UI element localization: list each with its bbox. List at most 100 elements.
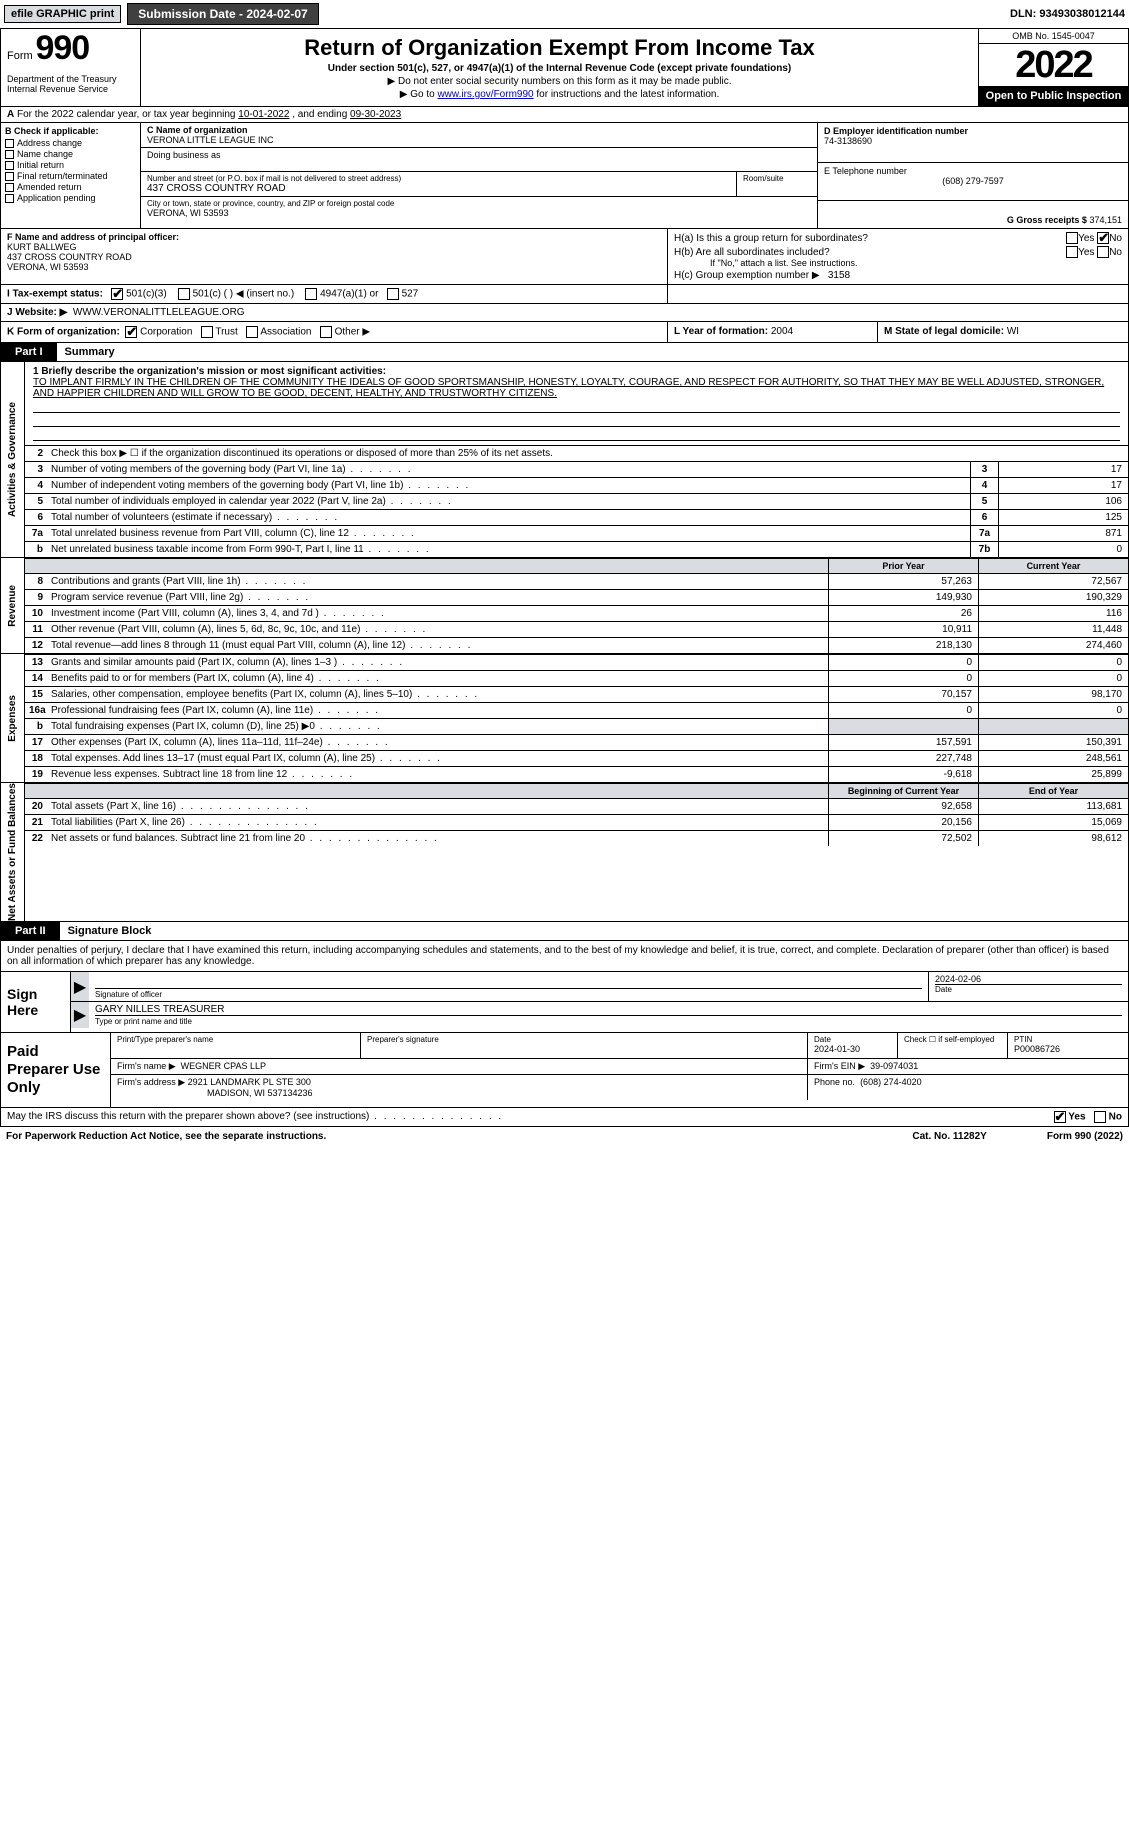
domicile-label: M State of legal domicile: bbox=[884, 326, 1004, 337]
part-2-tab: Part II bbox=[1, 922, 60, 940]
entity-block: B Check if applicable: Address change Na… bbox=[0, 123, 1129, 229]
efile-tag: efile GRAPHIC print bbox=[4, 5, 121, 23]
box-b: B Check if applicable: Address change Na… bbox=[1, 123, 141, 228]
line-6: 6 Total number of volunteers (estimate i… bbox=[25, 509, 1128, 525]
hdr-beginning: Beginning of Current Year bbox=[828, 784, 978, 798]
firm-name-label: Firm's name ▶ bbox=[117, 1061, 176, 1071]
signature-intro: Under penalties of perjury, I declare th… bbox=[0, 941, 1129, 972]
chk-app-pending[interactable]: Application pending bbox=[5, 193, 136, 203]
discuss-no[interactable] bbox=[1094, 1111, 1106, 1123]
firm-phone-value: (608) 274-4020 bbox=[860, 1077, 922, 1087]
chk-trust[interactable] bbox=[201, 326, 213, 338]
chk-501c3[interactable] bbox=[111, 288, 123, 300]
dln-label: DLN: 93493038012144 bbox=[1010, 8, 1125, 20]
website-value: WWW.VERONALITTLELEAGUE.ORG bbox=[73, 307, 245, 318]
submission-date-button[interactable]: Submission Date - 2024-02-07 bbox=[127, 3, 318, 25]
gross-receipts-label: G Gross receipts $ bbox=[1007, 215, 1087, 225]
section-expenses: Expenses 13 Grants and similar amounts p… bbox=[0, 654, 1129, 783]
cat-number: Cat. No. 11282Y bbox=[912, 1131, 986, 1142]
firm-addr1: 2921 LANDMARK PL STE 300 bbox=[188, 1077, 311, 1087]
chk-501c[interactable] bbox=[178, 288, 190, 300]
part-1-tab: Part I bbox=[1, 343, 57, 361]
dept-label: Department of the Treasury Internal Reve… bbox=[7, 74, 134, 94]
chk-corporation[interactable] bbox=[125, 326, 137, 338]
ein-label: D Employer identification number bbox=[824, 126, 968, 136]
box-d-e-g: D Employer identification number 74-3138… bbox=[818, 123, 1128, 228]
side-label-revenue: Revenue bbox=[7, 585, 18, 627]
line-7b: b Net unrelated business taxable income … bbox=[25, 541, 1128, 557]
row-j: J Website: ▶ WWW.VERONALITTLELEAGUE.ORG bbox=[0, 304, 1129, 322]
h-a-yes[interactable] bbox=[1066, 232, 1078, 244]
h-a-label: H(a) Is this a group return for subordin… bbox=[674, 233, 1066, 244]
hdr-current-year: Current Year bbox=[978, 559, 1128, 573]
gross-receipts-value: 374,151 bbox=[1089, 215, 1122, 225]
chk-other[interactable] bbox=[320, 326, 332, 338]
line-4: 4 Number of independent voting members o… bbox=[25, 477, 1128, 493]
prep-self-employed[interactable]: Check ☐ if self-employed bbox=[898, 1033, 1008, 1058]
city-label: City or town, state or province, country… bbox=[147, 199, 811, 208]
form-number: 990 bbox=[35, 29, 89, 67]
discuss-yes[interactable] bbox=[1054, 1111, 1066, 1123]
chk-final-return[interactable]: Final return/terminated bbox=[5, 171, 136, 181]
section-net-assets: Net Assets or Fund Balances Beginning of… bbox=[0, 783, 1129, 922]
header-left: Form 990 Department of the Treasury Inte… bbox=[1, 29, 141, 106]
chk-name-change[interactable]: Name change bbox=[5, 149, 136, 159]
line-20: 20 Total assets (Part X, line 16) 92,658… bbox=[25, 798, 1128, 814]
year-formation-label: L Year of formation: bbox=[674, 326, 768, 337]
header-right: OMB No. 1545-0047 2022 Open to Public In… bbox=[978, 29, 1128, 106]
hdr-end: End of Year bbox=[978, 784, 1128, 798]
officer-label: F Name and address of principal officer: bbox=[7, 232, 179, 242]
line-13: 13 Grants and similar amounts paid (Part… bbox=[25, 654, 1128, 670]
line-22: 22 Net assets or fund balances. Subtract… bbox=[25, 830, 1128, 846]
ptin-value: P00086726 bbox=[1014, 1044, 1122, 1054]
period-begin: 10-01-2022 bbox=[238, 109, 289, 120]
line-9: 9 Program service revenue (Part VIII, li… bbox=[25, 589, 1128, 605]
sign-here-label: Sign Here bbox=[1, 972, 71, 1032]
part-1-title: Summary bbox=[57, 346, 115, 358]
dba-label: Doing business as bbox=[147, 150, 811, 160]
chk-address-change[interactable]: Address change bbox=[5, 138, 136, 148]
chk-amended[interactable]: Amended return bbox=[5, 182, 136, 192]
chk-association[interactable] bbox=[246, 326, 258, 338]
page-footer: For Paperwork Reduction Act Notice, see … bbox=[0, 1127, 1129, 1146]
chk-527[interactable] bbox=[387, 288, 399, 300]
row-k: K Form of organization: Corporation Trus… bbox=[0, 322, 1129, 343]
line-12: 12 Total revenue—add lines 8 through 11 … bbox=[25, 637, 1128, 653]
discuss-label: May the IRS discuss this return with the… bbox=[7, 1111, 503, 1123]
tax-status-label: I Tax-exempt status: bbox=[7, 289, 103, 300]
net-header-row: Beginning of Current Year End of Year bbox=[25, 783, 1128, 798]
chk-initial-return[interactable]: Initial return bbox=[5, 160, 136, 170]
line-b: b Total fundraising expenses (Part IX, c… bbox=[25, 718, 1128, 734]
firm-phone-label: Phone no. bbox=[814, 1077, 855, 1087]
phone-value: (608) 279-7597 bbox=[824, 176, 1122, 186]
ptin-label: PTIN bbox=[1014, 1035, 1122, 1044]
principal-row: F Name and address of principal officer:… bbox=[0, 229, 1129, 285]
firm-name-value: WEGNER CPAS LLP bbox=[181, 1061, 266, 1071]
section-activities: Activities & Governance 1 Briefly descri… bbox=[0, 362, 1129, 558]
firm-ein-label: Firm's EIN ▶ bbox=[814, 1061, 865, 1071]
chk-4947[interactable] bbox=[305, 288, 317, 300]
form-org-label: K Form of organization: bbox=[7, 327, 120, 338]
period-row: A For the 2022 calendar year, or tax yea… bbox=[0, 107, 1129, 123]
line-21: 21 Total liabilities (Part X, line 26) 2… bbox=[25, 814, 1128, 830]
h-a-no[interactable] bbox=[1097, 232, 1109, 244]
line-15: 15 Salaries, other compensation, employe… bbox=[25, 686, 1128, 702]
officer-name-label: Type or print name and title bbox=[95, 1015, 1122, 1026]
h-b-no[interactable] bbox=[1097, 246, 1109, 258]
officer-addr1: 437 CROSS COUNTRY ROAD bbox=[7, 252, 132, 262]
paid-preparer-block: Paid Preparer Use Only Print/Type prepar… bbox=[0, 1033, 1129, 1108]
line-19: 19 Revenue less expenses. Subtract line … bbox=[25, 766, 1128, 782]
line-7a: 7a Total unrelated business revenue from… bbox=[25, 525, 1128, 541]
h-b-yes[interactable] bbox=[1066, 246, 1078, 258]
side-label-activities: Activities & Governance bbox=[7, 402, 18, 517]
h-c-value: 3158 bbox=[828, 270, 850, 281]
line-5: 5 Total number of individuals employed i… bbox=[25, 493, 1128, 509]
discuss-row: May the IRS discuss this return with the… bbox=[0, 1108, 1129, 1127]
sig-arrow-icon-2: ▶ bbox=[71, 1002, 89, 1028]
org-name: VERONA LITTLE LEAGUE INC bbox=[147, 135, 811, 145]
org-address: 437 CROSS COUNTRY ROAD bbox=[147, 183, 730, 194]
sig-date-value: 2024-02-06 bbox=[935, 974, 1122, 984]
irs-link[interactable]: www.irs.gov/Form990 bbox=[437, 89, 533, 100]
officer-typed-name: GARY NILLES TREASURER bbox=[95, 1004, 1122, 1015]
ein-value: 74-3138690 bbox=[824, 136, 872, 146]
